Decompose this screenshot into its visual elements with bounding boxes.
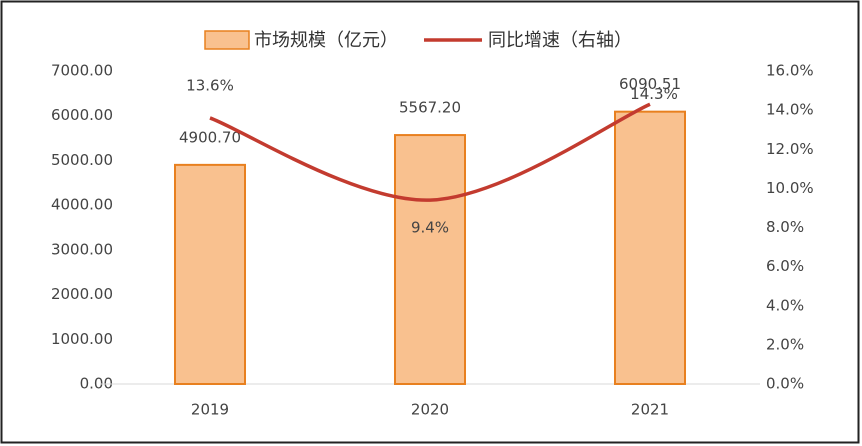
- y2-tick-label: 2.0%: [766, 335, 804, 353]
- legend-label: 同比增速（右轴）: [488, 30, 632, 51]
- y2-tick-label: 14.0%: [766, 101, 814, 119]
- bar: [394, 134, 466, 385]
- line-value-label: 9.4%: [411, 219, 449, 237]
- line-value-label: 13.6%: [186, 76, 234, 94]
- y2-tick-label: 6.0%: [766, 257, 804, 275]
- y-tick-label: 4000.00: [51, 196, 113, 214]
- y-tick-label: 5000.00: [51, 151, 113, 169]
- y-tick-label: 0.00: [80, 375, 113, 393]
- bar-value-label: 4900.70: [179, 128, 241, 146]
- bar: [614, 110, 686, 385]
- y-tick-label: 3000.00: [51, 240, 113, 258]
- legend-label: 市场规模（亿元）: [254, 30, 398, 51]
- x-tick-label: 2020: [411, 401, 449, 419]
- y-tick-label: 6000.00: [51, 106, 113, 124]
- line: [209, 102, 651, 202]
- y-tick-label: 2000.00: [51, 285, 113, 303]
- y2-tick-label: 12.0%: [766, 140, 814, 158]
- y2-tick-label: 10.0%: [766, 179, 814, 197]
- bar-value-label: 5567.20: [399, 99, 461, 117]
- legend-swatch: [204, 30, 250, 50]
- line-value-label: 14.3%: [630, 85, 678, 103]
- x-tick-label: 2021: [631, 401, 669, 419]
- y-tick-label: 1000.00: [51, 330, 113, 348]
- y2-tick-label: 16.0%: [766, 62, 814, 80]
- y2-tick-label: 4.0%: [766, 296, 804, 314]
- y-tick-label: 7000.00: [51, 62, 113, 80]
- x-tick-label: 2019: [191, 401, 229, 419]
- y2-tick-label: 0.0%: [766, 375, 804, 393]
- bar: [174, 163, 246, 385]
- y2-tick-label: 8.0%: [766, 218, 804, 236]
- bar-value-label: 6090.51: [619, 75, 681, 93]
